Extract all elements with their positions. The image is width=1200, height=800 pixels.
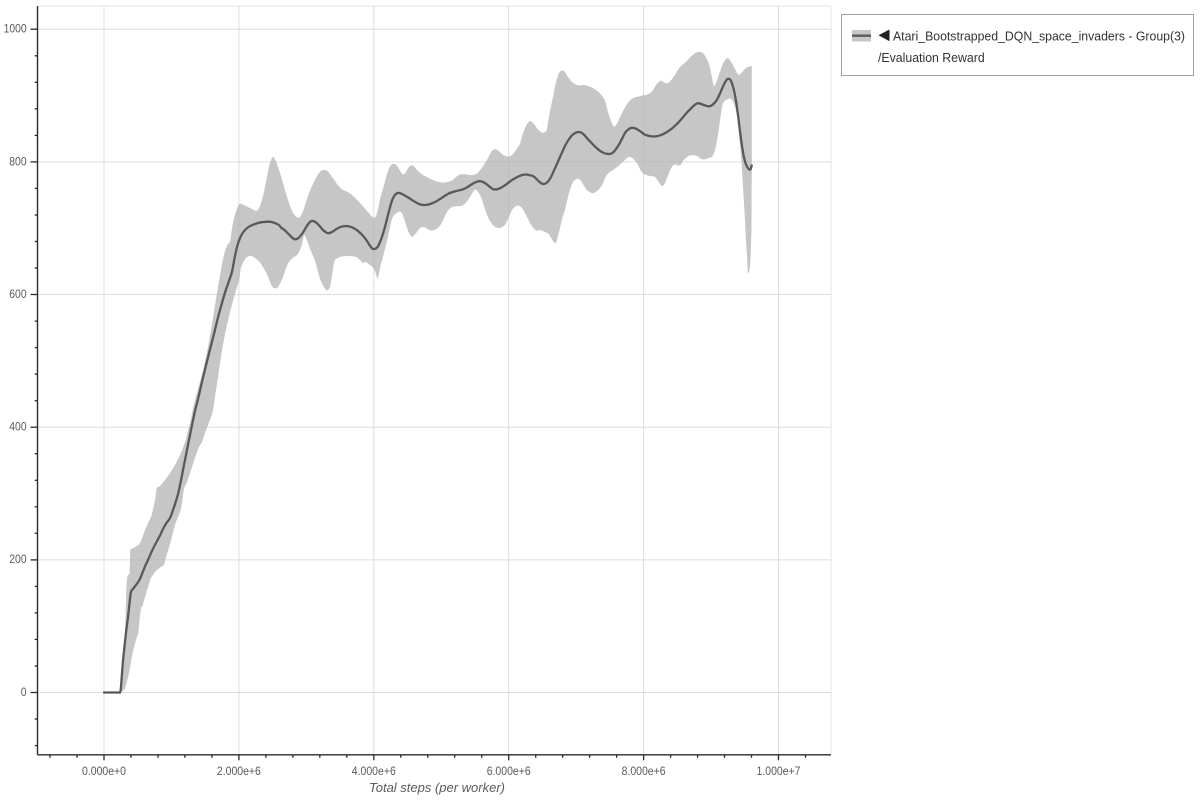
svg-text:400: 400: [9, 420, 27, 434]
svg-text:0: 0: [21, 685, 27, 699]
svg-text:800: 800: [9, 154, 27, 168]
svg-text:600: 600: [9, 287, 27, 301]
svg-text:Atari_Bootstrapped_DQN_space_i: Atari_Bootstrapped_DQN_space_invaders - …: [893, 29, 1185, 43]
svg-text:2.000e+6: 2.000e+6: [217, 764, 261, 778]
svg-text:/Evaluation Reward: /Evaluation Reward: [878, 51, 985, 65]
svg-text:6.000e+6: 6.000e+6: [487, 764, 531, 778]
svg-text:4.000e+6: 4.000e+6: [352, 764, 396, 778]
svg-text:8.000e+6: 8.000e+6: [622, 764, 666, 778]
svg-text:Total steps (per worker): Total steps (per worker): [369, 780, 505, 795]
svg-text:1.000e+7: 1.000e+7: [757, 764, 801, 778]
svg-text:200: 200: [9, 552, 27, 566]
svg-text:1000: 1000: [4, 22, 27, 36]
svg-text:0.000e+0: 0.000e+0: [82, 764, 126, 778]
